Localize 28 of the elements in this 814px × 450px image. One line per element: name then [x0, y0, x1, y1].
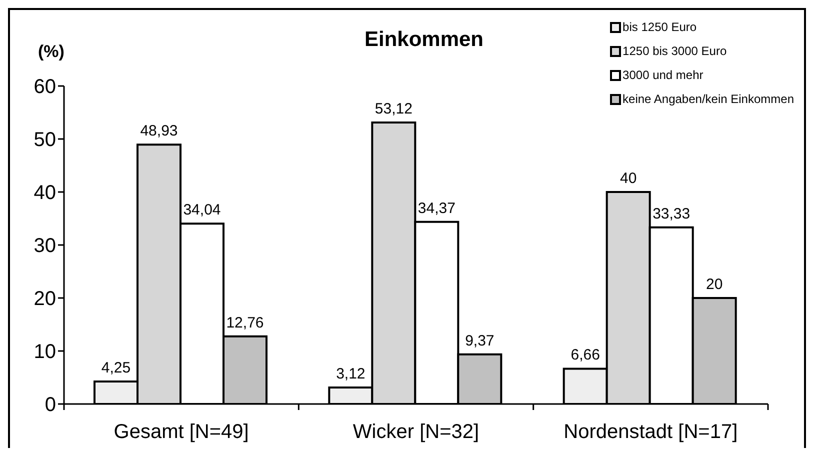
- legend-label: keine Angaben/kein Einkommen: [622, 92, 794, 106]
- y-tick-label: 60: [34, 76, 56, 98]
- data-label: 6,66: [570, 346, 600, 364]
- x-tick-label: Gesamt [N=49]: [114, 421, 249, 443]
- data-label: 34,37: [418, 200, 456, 217]
- legend-label: 3000 und mehr: [622, 68, 704, 82]
- chart-title: Einkommen: [364, 28, 484, 52]
- legend-label: 1250 bis 3000 Euro: [622, 44, 727, 58]
- data-label: 33,33: [652, 205, 690, 222]
- x-tick-label: Wicker [N=32]: [352, 421, 480, 443]
- y-tick-label: 30: [34, 235, 56, 258]
- y-axis-title: (%): [38, 42, 64, 62]
- data-label: 40: [620, 170, 637, 187]
- data-label: 9,37: [465, 332, 494, 350]
- y-tick-label: 10: [34, 341, 56, 364]
- x-tick-label: Nordenstadt [N=17]: [564, 421, 738, 443]
- data-label: 20: [706, 276, 723, 293]
- data-label: 53,12: [374, 100, 412, 118]
- legend-label: bis 1250 Euro: [622, 20, 697, 34]
- y-tick-label: 50: [34, 129, 56, 152]
- data-label: 4,25: [101, 359, 131, 376]
- data-label: 48,93: [140, 122, 178, 140]
- data-label: 3,12: [336, 365, 366, 382]
- y-tick-label: 0: [44, 394, 56, 416]
- data-label: 34,04: [183, 202, 221, 219]
- y-tick-label: 40: [34, 182, 56, 204]
- y-tick-label: 20: [34, 288, 56, 310]
- data-label: 12,76: [226, 314, 264, 332]
